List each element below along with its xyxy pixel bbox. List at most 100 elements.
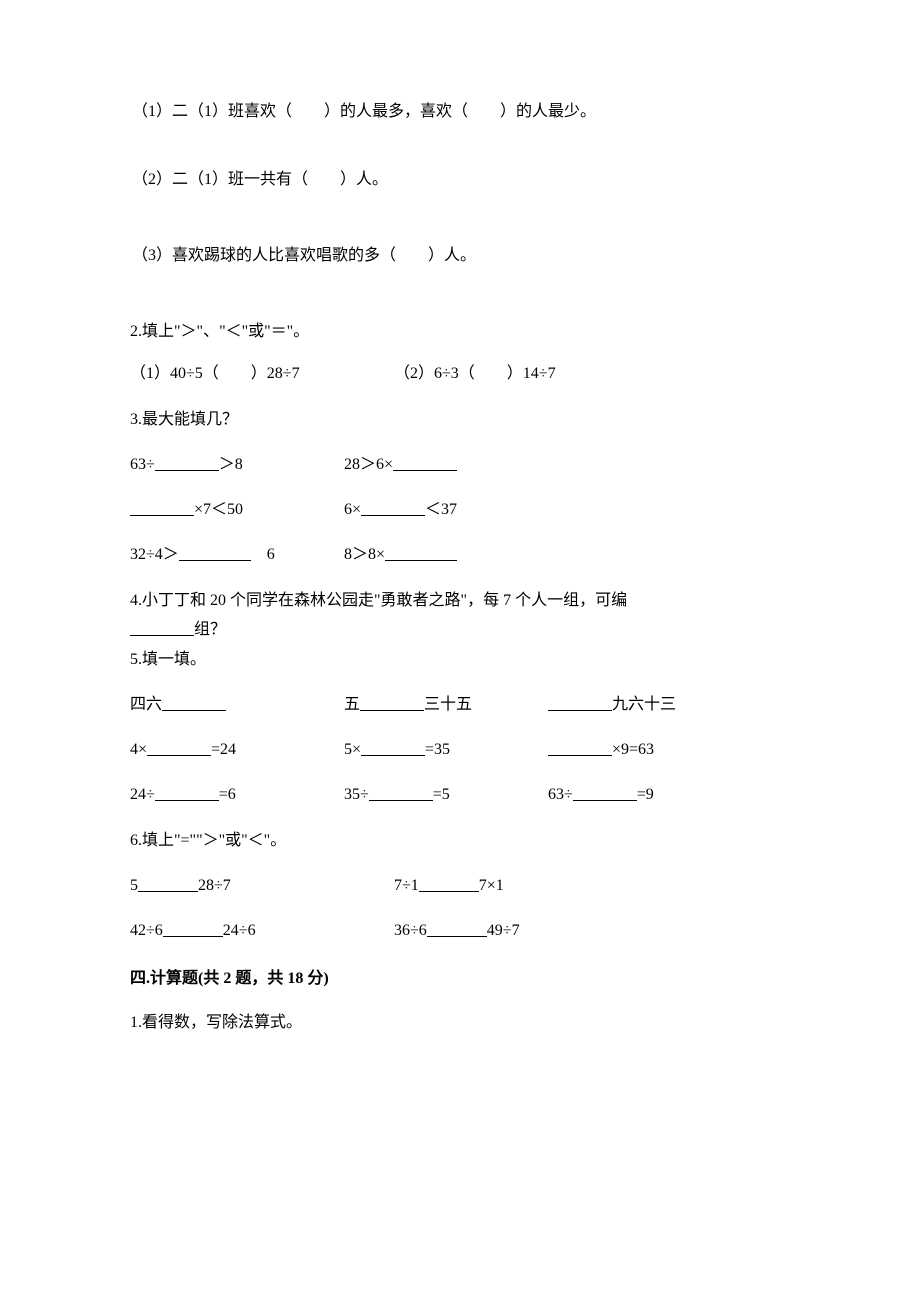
q6-r2c2-post: 49÷7 — [487, 922, 520, 939]
q5-r3c2: 35÷ =5 — [344, 782, 544, 807]
blank — [147, 739, 211, 756]
blank — [548, 739, 612, 756]
blank — [548, 694, 612, 711]
q3-r3c1-pre: 32÷4＞ — [130, 546, 179, 563]
q5-r3c1: 24÷ =6 — [130, 782, 340, 807]
q1-sub3: （3）喜欢踢球的人比喜欢唱歌的多（ ）人。 — [130, 244, 790, 268]
blank — [385, 544, 457, 561]
q5-r2c3-post: ×9=63 — [612, 741, 654, 758]
q5-r2c1: 4× =24 — [130, 737, 340, 762]
q5-r3c1-post: =6 — [219, 786, 236, 803]
q3-r2c1-post: ×7＜50 — [194, 501, 243, 518]
q5-r2c2-pre: 5× — [344, 741, 361, 758]
q6-r1c2-post: 7×1 — [479, 877, 504, 894]
blank — [130, 619, 194, 636]
q5-r3c1-pre: 24÷ — [130, 786, 155, 803]
q3-title: 3.最大能填几？ — [130, 408, 790, 432]
q2-title: 2.填上"＞"、"＜"或"＝"。 — [130, 320, 790, 344]
q3-r3c1-post: 6 — [251, 546, 275, 563]
q3-r3c2: 8＞8× — [344, 542, 457, 567]
q1-sub2: （2）二（1）班一共有（ ）人。 — [130, 168, 790, 192]
q4-line2: 组？ — [130, 617, 790, 642]
q5-r1c2-pre: 五 — [344, 696, 360, 713]
blank — [130, 499, 194, 516]
q6-r1c2: 7÷1 7×1 — [394, 873, 504, 898]
q6-title: 6.填上"=""＞"或"＜"。 — [130, 829, 790, 853]
q6-row2: 42÷6 24÷6 36÷6 49÷7 — [130, 918, 790, 943]
blank — [179, 544, 251, 561]
q2-part1: （1）40÷5（ ）28÷7 — [130, 362, 390, 386]
q5-row2: 4× =24 5× =35 ×9=63 — [130, 737, 790, 762]
blank — [573, 784, 637, 801]
blank — [369, 784, 433, 801]
q3-row1: 63÷ ＞8 28＞6× — [130, 452, 790, 477]
q5-r3c2-post: =5 — [433, 786, 450, 803]
q3-r1c1: 63÷ ＞8 — [130, 452, 340, 477]
blank — [361, 739, 425, 756]
q5-r3c2-pre: 35÷ — [344, 786, 369, 803]
q3-r1c1-post: ＞8 — [219, 456, 243, 473]
q6-r2c1-pre: 42÷6 — [130, 922, 163, 939]
q6-title-text: 6.填上"=""＞"或"＜"。 — [130, 832, 286, 849]
q1-sub1: （1）二（1）班喜欢（ ）的人最多，喜欢（ ）的人最少。 — [130, 100, 790, 124]
q5-r2c2-post: =35 — [425, 741, 450, 758]
q5-r1c1: 四六 — [130, 692, 340, 717]
q5-r1c2-post: 三十五 — [424, 696, 472, 713]
q3-r2c2: 6× ＜37 — [344, 497, 457, 522]
q3-r1c2-pre: 28＞6× — [344, 456, 393, 473]
q5-row1: 四六 五 三十五 九六十三 — [130, 692, 790, 717]
q3-row2: ×7＜50 6× ＜37 — [130, 497, 790, 522]
blank — [393, 454, 457, 471]
q3-r1c1-pre: 63÷ — [130, 456, 155, 473]
q3-r1c2: 28＞6× — [344, 452, 457, 477]
q3-r2c1: ×7＜50 — [130, 497, 340, 522]
section4-heading: 四.计算题(共 2 题，共 18 分) — [130, 967, 790, 991]
q6-r1c1-post: 28÷7 — [198, 877, 231, 894]
q4-line2-suffix: 组？ — [194, 621, 226, 638]
section4-q1-text: 1.看得数，写除法算式。 — [130, 1014, 302, 1031]
q6-r1c1: 5 28÷7 — [130, 873, 390, 898]
q6-r1c1-pre: 5 — [130, 877, 138, 894]
q5-title: 5.填一填。 — [130, 648, 790, 672]
q3-r2c2-post: ＜37 — [425, 501, 457, 518]
q5-r1c2: 五 三十五 — [344, 692, 544, 717]
q5-r1c3-post: 九六十三 — [612, 696, 676, 713]
q3-title-text: 3.最大能填几？ — [130, 411, 238, 428]
blank — [360, 694, 424, 711]
q5-r3c3-post: =9 — [637, 786, 654, 803]
q6-r2c2: 36÷6 49÷7 — [394, 918, 520, 943]
q6-r2c1: 42÷6 24÷6 — [130, 918, 390, 943]
blank — [361, 499, 425, 516]
q5-r2c2: 5× =35 — [344, 737, 544, 762]
q3-r2c2-pre: 6× — [344, 501, 361, 518]
q5-r3c3: 63÷=9 — [548, 782, 654, 807]
q5-r1c3: 九六十三 — [548, 692, 676, 717]
blank — [419, 875, 479, 892]
q6-r2c2-pre: 36÷6 — [394, 922, 427, 939]
blank — [138, 875, 198, 892]
q1-sub3-text: （3）喜欢踢球的人比喜欢唱歌的多（ ）人。 — [132, 247, 476, 264]
q6-r2c1-post: 24÷6 — [223, 922, 256, 939]
q6-row1: 5 28÷7 7÷1 7×1 — [130, 873, 790, 898]
q6-r1c2-pre2: 7÷1 — [394, 877, 419, 894]
q2-part2: （2）6÷3（ ）14÷7 — [394, 362, 556, 386]
blank — [163, 920, 223, 937]
q3-r3c2-pre: 8＞8× — [344, 546, 385, 563]
q5-r2c1-post: =24 — [211, 741, 236, 758]
q5-title-text: 5.填一填。 — [130, 651, 206, 668]
q3-r3c1: 32÷4＞ 6 — [130, 542, 340, 567]
q5-r2c1-pre: 4× — [130, 741, 147, 758]
q4-line1: 4.小丁丁和 20 个同学在森林公园走"勇敢者之路"，每 7 个人一组，可编 — [130, 589, 790, 613]
q3-row3: 32÷4＞ 6 8＞8× — [130, 542, 790, 567]
blank — [155, 784, 219, 801]
q5-r1c1-pre: 四六 — [130, 696, 162, 713]
blank — [155, 454, 219, 471]
q2-parts: （1）40÷5（ ）28÷7 （2）6÷3（ ）14÷7 — [130, 362, 790, 386]
section4-q1: 1.看得数，写除法算式。 — [130, 1011, 790, 1035]
q5-row3: 24÷ =6 35÷ =5 63÷=9 — [130, 782, 790, 807]
section4-heading-text: 四.计算题(共 2 题，共 18 分) — [130, 970, 329, 987]
q1-sub1-text: （1）二（1）班喜欢（ ）的人最多，喜欢（ ）的人最少。 — [132, 103, 596, 120]
q5-r2c3: ×9=63 — [548, 737, 654, 762]
q2-title-text: 2.填上"＞"、"＜"或"＝"。 — [130, 323, 309, 340]
q4-line1-text: 4.小丁丁和 20 个同学在森林公园走"勇敢者之路"，每 7 个人一组，可编 — [130, 592, 627, 609]
